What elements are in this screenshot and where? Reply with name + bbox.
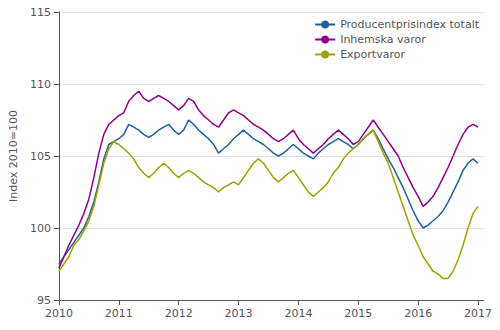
svg-text:100: 100 [30,222,51,235]
svg-text:2012: 2012 [165,307,193,320]
svg-text:2015: 2015 [344,307,372,320]
svg-text:2010: 2010 [45,307,73,320]
svg-text:2014: 2014 [284,307,312,320]
svg-text:Inhemska varor: Inhemska varor [340,33,426,46]
svg-text:115: 115 [30,6,51,19]
svg-text:2016: 2016 [404,307,432,320]
svg-text:110: 110 [30,78,51,91]
svg-text:Index 2010=100: Index 2010=100 [7,110,20,202]
svg-text:2017: 2017 [464,307,492,320]
svg-text:2011: 2011 [105,307,133,320]
svg-text:105: 105 [30,150,51,163]
svg-text:Producentprisindex totalt: Producentprisindex totalt [340,18,480,31]
svg-text:2013: 2013 [225,307,253,320]
svg-text:95: 95 [37,294,51,307]
svg-text:Exportvaror: Exportvaror [340,48,405,61]
